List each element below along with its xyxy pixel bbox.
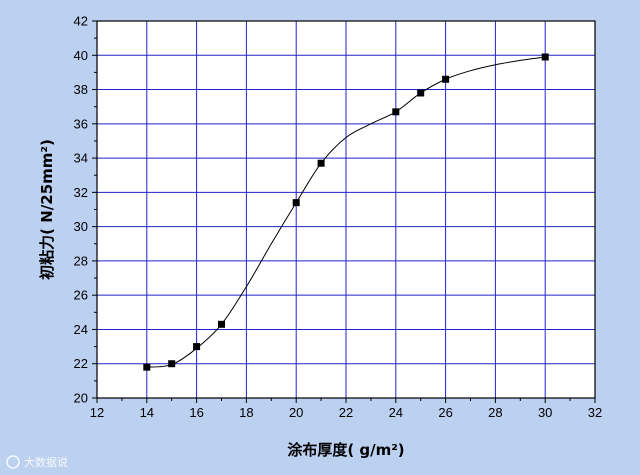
x-tick-label: 12 [90, 405, 104, 420]
y-tick-label: 36 [74, 116, 88, 131]
x-tick-label: 28 [488, 405, 502, 420]
x-tick-label: 22 [339, 405, 353, 420]
data-point [292, 199, 300, 207]
y-tick-label: 28 [74, 253, 88, 268]
y-tick-label: 34 [74, 151, 88, 166]
x-tick-label: 14 [140, 405, 154, 420]
watermark: 大数据说 [6, 455, 68, 469]
data-point [442, 75, 450, 83]
y-tick-label: 30 [74, 219, 88, 234]
data-point [168, 360, 176, 368]
x-tick-label: 32 [588, 405, 602, 420]
grid [97, 21, 595, 398]
data-point [218, 320, 225, 328]
y-tick-label: 26 [74, 288, 88, 303]
y-tick-labels: 20 22 24 26 28 30 32 34 36 38 40 42 [74, 14, 88, 406]
fit-curve [146, 56, 546, 368]
y-axis-title: 初粘力( N/25mm²) [38, 139, 56, 280]
y-tick-label: 42 [74, 14, 88, 29]
data-point [541, 53, 549, 61]
x-tick-label: 20 [289, 405, 303, 420]
x-tick-labels: 12 14 16 18 20 22 24 26 28 30 32 [90, 405, 602, 420]
data-point [417, 89, 425, 97]
ticks [92, 20, 596, 403]
y-tick-label: 20 [74, 391, 88, 406]
data-markers [143, 53, 549, 371]
data-point [143, 363, 151, 371]
watermark-logo-icon [6, 455, 20, 469]
y-tick-label: 38 [74, 82, 88, 97]
x-axis-title: 涂布厚度( g/m²) [287, 441, 404, 459]
data-point [193, 343, 201, 351]
data-point [317, 159, 325, 167]
y-tick-label: 22 [74, 356, 88, 371]
x-tick-label: 24 [389, 405, 403, 420]
x-tick-label: 26 [438, 405, 452, 420]
watermark-text: 大数据说 [24, 455, 68, 469]
y-tick-label: 32 [74, 185, 88, 200]
data-point [392, 108, 400, 116]
y-tick-label: 40 [74, 48, 88, 63]
x-tick-label: 16 [189, 405, 203, 420]
x-tick-label: 30 [538, 405, 552, 420]
y-tick-label: 24 [74, 322, 88, 337]
x-tick-label: 18 [239, 405, 253, 420]
